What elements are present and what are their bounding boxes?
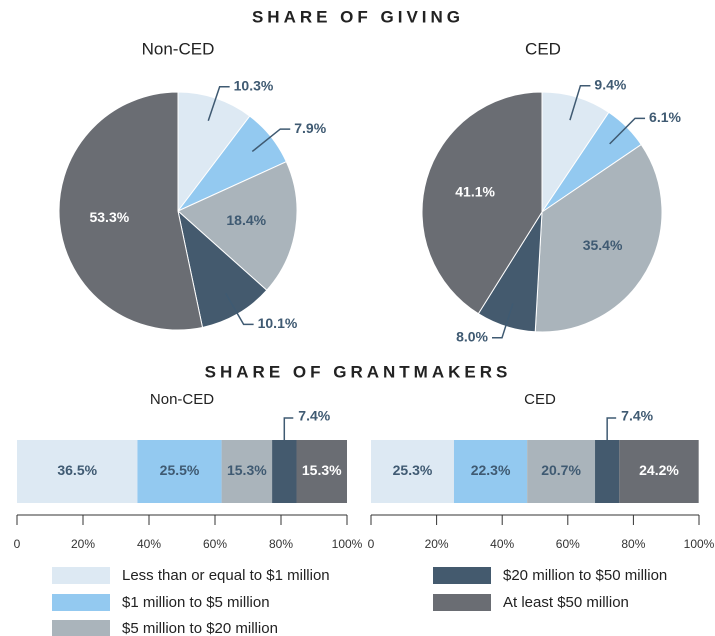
legend-label: $1 million to $5 million — [122, 594, 270, 611]
data-label: 35.4% — [583, 237, 623, 253]
x-tick-label: 80% — [269, 537, 293, 551]
bar-segment — [137, 440, 222, 503]
bar-segment — [17, 440, 138, 503]
leader-line — [225, 293, 254, 326]
leader-line — [569, 84, 591, 121]
x-tick-label: 100% — [332, 537, 363, 551]
bar-segment — [595, 440, 620, 503]
leader-line — [606, 417, 617, 440]
data-label: 9.4% — [594, 76, 626, 92]
pie-title: CED — [525, 39, 561, 58]
legend-label: $5 million to $20 million — [122, 620, 278, 636]
leader-line — [491, 303, 514, 339]
bar-title: CED — [524, 391, 556, 408]
leader-line — [207, 86, 230, 121]
pie-slice — [421, 91, 543, 315]
data-label: 24.2% — [639, 462, 679, 478]
x-tick-label: 20% — [71, 537, 95, 551]
data-label: 6.1% — [649, 109, 681, 125]
x-tick-label: 0 — [14, 537, 21, 551]
legend-swatch — [52, 620, 110, 636]
data-label: 36.5% — [57, 462, 97, 478]
data-label: 25.5% — [160, 462, 200, 478]
data-label: 10.3% — [234, 78, 274, 94]
bar-segment — [296, 440, 347, 503]
bar-segment — [272, 440, 297, 503]
legend-label: At least $50 million — [503, 594, 629, 611]
bar-segment — [221, 440, 273, 503]
legend-swatch — [52, 567, 110, 584]
data-label: 7.4% — [621, 408, 653, 424]
data-label: 7.9% — [294, 120, 326, 136]
x-tick-label: 60% — [556, 537, 580, 551]
data-label: 20.7% — [541, 462, 581, 478]
bar-segment — [371, 440, 454, 503]
pie-slice — [58, 91, 204, 331]
pie-slice — [177, 161, 298, 291]
data-label: 18.4% — [226, 212, 266, 228]
bar-title: Non-CED — [150, 391, 214, 408]
leader-line — [251, 128, 291, 153]
bar-segment — [453, 440, 528, 503]
bar-segment — [619, 440, 699, 503]
pie-slice — [534, 143, 663, 333]
legend-label: $20 million to $50 million — [503, 567, 667, 584]
data-label: 15.3% — [227, 462, 267, 478]
leader-line — [283, 417, 294, 440]
x-tick-label: 20% — [425, 537, 449, 551]
x-tick-label: 60% — [203, 537, 227, 551]
x-tick-label: 40% — [490, 537, 514, 551]
data-label: 53.3% — [89, 209, 129, 225]
leader-line — [609, 117, 646, 145]
legend-swatch — [433, 594, 491, 611]
x-tick-label: 100% — [684, 537, 715, 551]
data-label: 8.0% — [456, 328, 488, 344]
legend-label: Less than or equal to $1 million — [122, 567, 330, 584]
x-tick-label: 40% — [137, 537, 161, 551]
x-tick-label: 0 — [368, 537, 375, 551]
bar-segment — [527, 440, 596, 503]
data-label: 41.1% — [455, 183, 495, 199]
data-label: 7.4% — [298, 408, 330, 424]
data-label: 10.1% — [258, 315, 298, 331]
x-tick-label: 80% — [621, 537, 645, 551]
data-label: 25.3% — [393, 462, 433, 478]
legend-swatch — [52, 594, 110, 611]
legend-swatch — [433, 567, 491, 584]
pie-title: Non-CED — [142, 39, 215, 58]
data-label: 22.3% — [471, 462, 511, 478]
data-label: 15.3% — [302, 462, 342, 478]
section-title: SHARE OF GIVING — [252, 7, 464, 26]
section-title: SHARE OF GRANTMAKERS — [205, 362, 512, 381]
